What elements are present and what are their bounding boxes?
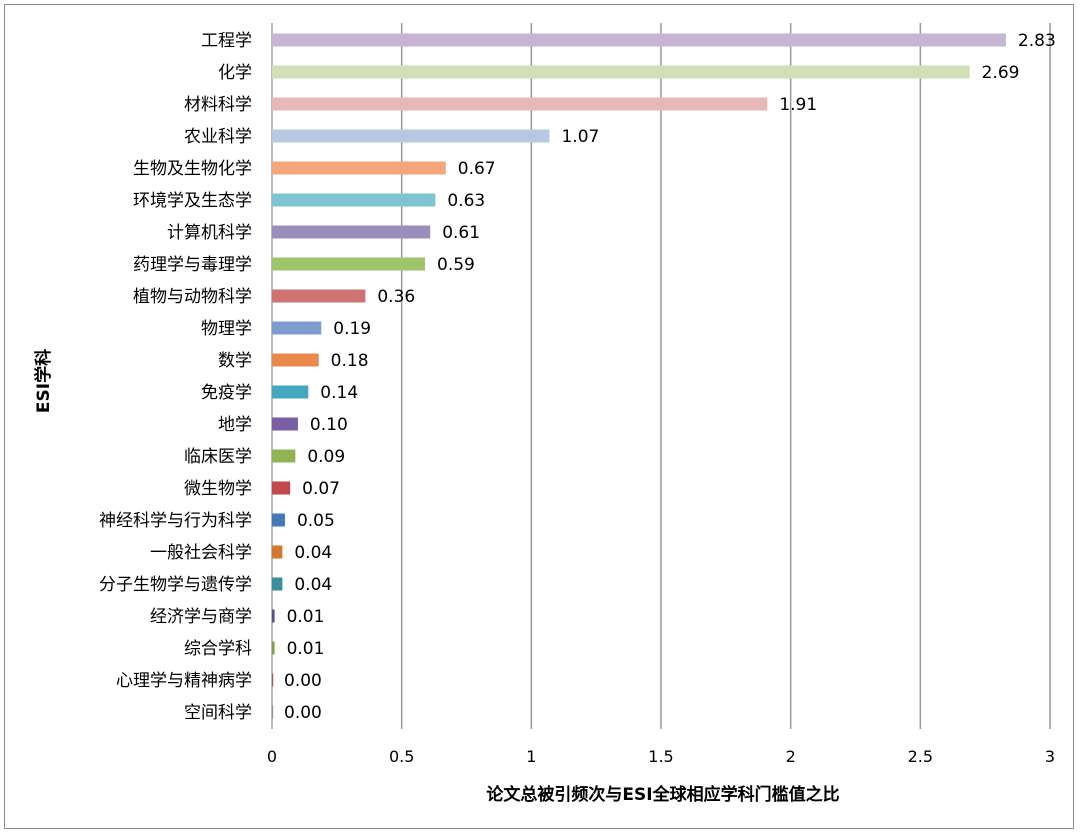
value-label: 0.59	[437, 255, 475, 275]
value-label: 2.83	[1018, 31, 1056, 51]
category-label: 临床医学	[184, 447, 252, 467]
value-label: 0.01	[287, 639, 325, 659]
bar	[272, 353, 319, 367]
category-label: 农业科学	[184, 127, 252, 147]
category-label: 生物及生物化学	[133, 159, 252, 179]
category-label: 材料科学	[184, 95, 252, 115]
value-label: 2.69	[982, 63, 1020, 83]
bar	[272, 577, 283, 591]
category-label: 工程学	[201, 31, 252, 51]
x-tick-label: 1.5	[648, 747, 673, 766]
value-label: 0.00	[284, 671, 322, 691]
value-label: 0.14	[320, 383, 358, 403]
bar	[272, 225, 431, 239]
value-label: 0.61	[442, 223, 480, 243]
x-tick-label: 3	[1045, 747, 1055, 766]
value-label: 0.67	[458, 159, 496, 179]
bar	[272, 673, 274, 687]
value-label: 1.07	[561, 127, 599, 147]
category-label: 化学	[218, 63, 252, 83]
category-label: 一般社会科学	[150, 543, 252, 563]
bar	[272, 161, 446, 175]
bar	[272, 321, 322, 335]
x-tick-label: 1	[526, 747, 536, 766]
category-label: 综合学科	[184, 639, 252, 659]
category-label: 空间科学	[184, 703, 252, 723]
bar	[272, 33, 1006, 47]
bar	[272, 417, 298, 431]
category-label: 神经科学与行为科学	[99, 511, 252, 531]
value-label: 0.05	[297, 511, 335, 531]
value-label: 0.09	[307, 447, 345, 467]
category-label: 物理学	[201, 319, 252, 339]
bar	[272, 449, 296, 463]
value-label: 0.19	[333, 319, 371, 339]
category-label: 微生物学	[184, 479, 252, 499]
category-label: 免疫学	[201, 383, 252, 403]
x-tick-label: 0	[267, 747, 277, 766]
x-tick-label: 0.5	[389, 747, 414, 766]
category-labels: 工程学化学材料科学农业科学生物及生物化学环境学及生态学计算机科学药理学与毒理学植…	[99, 31, 252, 723]
value-labels: 2.83 2.69 1.91 1.07 0.67 0.63 0.61 0.59 0.36 0.19…	[284, 31, 1056, 723]
value-label: 0.04	[294, 543, 332, 563]
bar-chart: 工程学化学材料科学农业科学生物及生物化学环境学及生态学计算机科学药理学与毒理学植…	[33, 23, 1056, 805]
category-label: 地学	[218, 415, 252, 435]
bar	[272, 641, 275, 655]
bar	[272, 193, 436, 207]
y-axis-title: ESI学科	[33, 349, 54, 413]
x-tick-labels: 0 0.5 1 1.5 2 2.5 3	[267, 747, 1055, 766]
value-label: 0.04	[294, 575, 332, 595]
bar	[272, 385, 309, 399]
category-label: 植物与动物科学	[133, 287, 252, 307]
value-label: 0.07	[302, 479, 340, 499]
value-label: 1.91	[779, 95, 817, 115]
x-tick-label: 2	[786, 747, 796, 766]
value-label: 0.10	[310, 415, 348, 435]
bar	[272, 705, 274, 719]
category-label: 心理学与精神病学	[116, 671, 252, 691]
bar	[272, 97, 768, 111]
bar	[272, 65, 970, 79]
bar	[272, 513, 285, 527]
x-tick-label: 2.5	[908, 747, 933, 766]
x-axis-title: 论文总被引频次与ESI全球相应学科门槛值之比	[486, 784, 839, 805]
gridlines	[271, 23, 1051, 729]
category-label: 数学	[218, 351, 252, 371]
bar	[272, 481, 291, 495]
category-label: 计算机科学	[167, 223, 252, 243]
category-label: 经济学与商学	[150, 607, 252, 627]
bar	[272, 289, 366, 303]
category-label: 环境学及生态学	[133, 191, 252, 211]
bar	[272, 257, 426, 271]
category-label: 药理学与毒理学	[133, 255, 252, 275]
value-label: 0.01	[287, 607, 325, 627]
bar	[272, 129, 550, 143]
value-label: 0.63	[447, 191, 485, 211]
chart-frame: 工程学化学材料科学农业科学生物及生物化学 环境学及生态学计算机科学药理学与毒理学植…	[4, 4, 1074, 829]
value-label: 0.00	[284, 703, 322, 723]
value-label: 0.18	[331, 351, 369, 371]
value-label: 0.36	[377, 287, 415, 307]
bar	[272, 609, 275, 623]
bar	[272, 545, 283, 559]
category-label: 分子生物学与遗传学	[99, 575, 252, 595]
bars	[272, 33, 1006, 719]
